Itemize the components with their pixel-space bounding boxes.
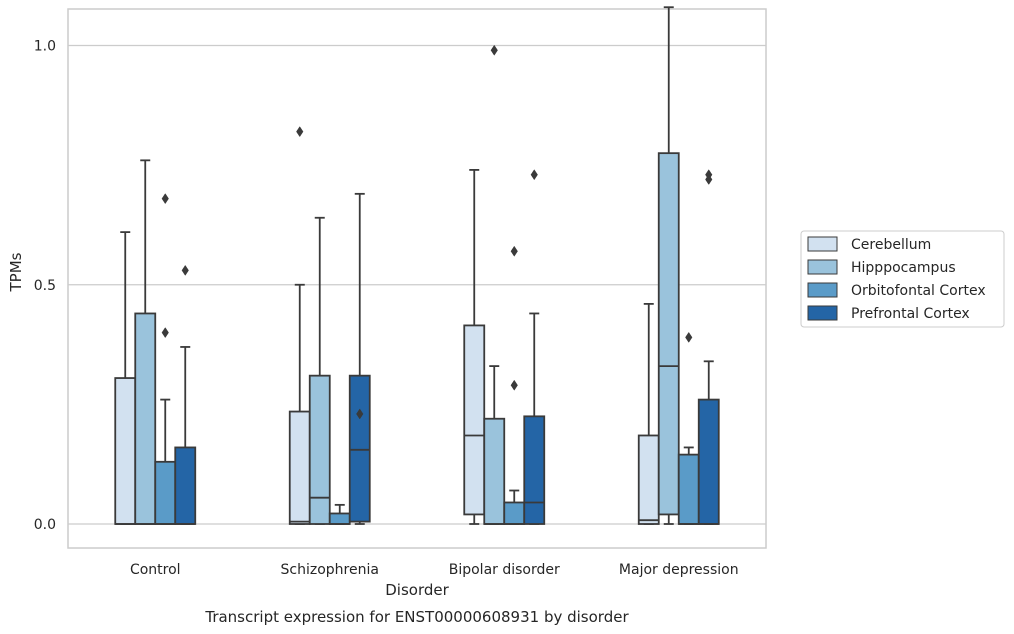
box-body (657, 152, 680, 516)
box-cerebellum (114, 231, 137, 525)
box-body (483, 417, 506, 525)
legend-label: Prefrontal Cortex (851, 306, 970, 322)
box-body (523, 415, 546, 525)
y-tick-label: 0.0 (34, 517, 56, 533)
outlier-point (161, 327, 169, 339)
box-body (697, 398, 720, 525)
legend-swatch (807, 236, 838, 252)
legend-label: Hipppocampus (851, 260, 956, 276)
legend-swatch (807, 259, 838, 275)
box-body (348, 374, 371, 523)
box-body (288, 410, 311, 525)
outlier-point (510, 245, 518, 257)
box-hipppocampus (657, 6, 680, 525)
y-tick-label: 0.5 (34, 278, 56, 294)
x-tick-label: Schizophrenia (281, 562, 379, 578)
box-body (503, 501, 526, 525)
box-cerebellum (288, 126, 311, 525)
box-body (114, 377, 137, 525)
x-axis-label: Disorder (385, 581, 449, 599)
box-prefrontal-cortex (697, 169, 720, 525)
box-prefrontal-cortex (523, 169, 546, 525)
x-tick-labels: Control Schizophrenia Bipolar disorder Majo… (130, 562, 739, 578)
box-body (328, 512, 351, 525)
chart-title: Transcript expression for ENST0000060893… (204, 608, 629, 626)
box-hipppocampus (483, 44, 506, 525)
y-axis-label: TPMs (7, 252, 25, 292)
boxes (114, 6, 720, 525)
outlier-point (510, 379, 518, 391)
box-cerebellum (637, 302, 660, 525)
box-body (677, 453, 700, 525)
outlier-point (161, 193, 169, 205)
y-tick-label: 1.0 (34, 39, 56, 55)
outlier-point (490, 44, 498, 56)
legend-frame (800, 230, 1005, 328)
box-orbitofontal-cortex (328, 503, 351, 525)
outlier-point (685, 331, 693, 343)
box-orbitofontal-cortex (503, 245, 526, 525)
outlier-point (705, 169, 713, 181)
box-prefrontal-cortex (174, 264, 197, 525)
box-body (308, 374, 331, 525)
x-tick-label: Control (130, 562, 181, 578)
x-tick-label: Bipolar disorder (449, 562, 560, 578)
box-hipppocampus (308, 216, 331, 525)
box-body (174, 446, 197, 525)
box-cerebellum (463, 169, 486, 525)
outlier-point (296, 126, 304, 138)
outlier-point (181, 264, 189, 276)
plot-area-frame (67, 8, 767, 549)
box-hipppocampus (134, 159, 157, 525)
legend-label: Cerebellum (851, 237, 931, 253)
outlier-point (530, 169, 538, 181)
x-tick-label: Major depression (619, 562, 739, 578)
box-body (463, 324, 486, 516)
box-prefrontal-cortex (348, 192, 371, 525)
box-orbitofontal-cortex (154, 193, 177, 525)
legend-swatch (807, 282, 838, 298)
box-body (154, 460, 177, 525)
box-orbitofontal-cortex (677, 331, 700, 525)
legend-label: Orbitofontal Cortex (851, 283, 986, 299)
outlier-point (356, 408, 364, 420)
legend-swatch (807, 305, 838, 321)
legend: Cerebellum Hipppocampus Orbitofontal Corte… (800, 230, 1005, 328)
y-tick-labels: 0.00.51.01.52.0 (34, 39, 56, 534)
box-body (637, 434, 660, 525)
box-body (134, 312, 157, 525)
